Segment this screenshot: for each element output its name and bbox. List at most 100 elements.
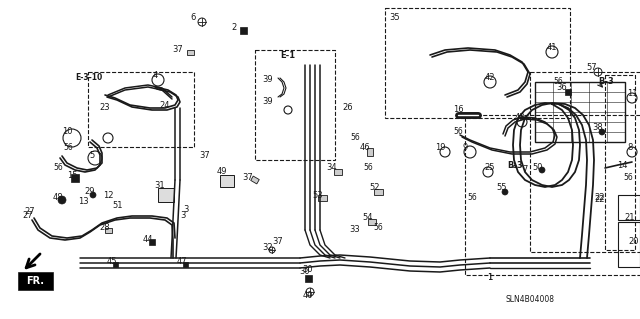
Text: 22: 22 xyxy=(595,194,605,203)
Bar xyxy=(565,89,571,95)
Text: 37: 37 xyxy=(243,174,253,182)
Text: 38: 38 xyxy=(593,123,604,132)
Text: 55: 55 xyxy=(497,183,508,192)
Text: 56: 56 xyxy=(53,164,63,173)
Text: 20: 20 xyxy=(628,238,639,247)
Text: 25: 25 xyxy=(484,164,495,173)
Bar xyxy=(158,188,174,202)
Text: 30: 30 xyxy=(300,268,310,277)
Text: 56: 56 xyxy=(373,224,383,233)
Text: 56: 56 xyxy=(453,128,463,137)
Text: 56: 56 xyxy=(63,144,73,152)
Text: 1: 1 xyxy=(488,273,493,283)
Text: 11: 11 xyxy=(627,88,637,98)
Text: 19: 19 xyxy=(435,144,445,152)
Bar xyxy=(104,227,111,233)
Text: 28: 28 xyxy=(100,224,110,233)
Text: 50: 50 xyxy=(532,164,543,173)
Text: 4: 4 xyxy=(152,70,157,79)
Bar xyxy=(186,49,193,55)
Text: 41: 41 xyxy=(547,43,557,53)
Circle shape xyxy=(599,129,605,135)
Text: 51: 51 xyxy=(113,201,124,210)
Text: 15: 15 xyxy=(67,170,77,180)
Text: 53: 53 xyxy=(313,190,323,199)
Text: 45: 45 xyxy=(107,257,117,266)
Text: 42: 42 xyxy=(484,73,495,83)
Text: 37: 37 xyxy=(200,151,211,160)
Text: 1: 1 xyxy=(488,273,493,283)
Text: 56: 56 xyxy=(363,164,373,173)
Text: 47: 47 xyxy=(177,257,188,266)
Bar xyxy=(88,72,194,147)
Text: 56: 56 xyxy=(350,133,360,143)
Text: 16: 16 xyxy=(452,106,463,115)
Text: 44: 44 xyxy=(143,235,153,244)
Text: 35: 35 xyxy=(390,13,400,23)
Text: 27: 27 xyxy=(25,207,35,217)
Bar xyxy=(251,176,259,184)
Text: 21: 21 xyxy=(625,213,636,222)
Bar xyxy=(18,272,53,290)
Bar xyxy=(535,82,625,142)
Bar xyxy=(113,262,118,266)
Text: E-1: E-1 xyxy=(280,50,296,60)
Text: 30: 30 xyxy=(303,265,314,275)
Text: 13: 13 xyxy=(77,197,88,206)
Circle shape xyxy=(502,189,508,195)
Bar xyxy=(239,26,246,33)
Text: 9: 9 xyxy=(462,144,468,152)
Text: B-3: B-3 xyxy=(507,160,523,169)
Bar xyxy=(182,262,188,266)
Bar xyxy=(149,239,155,245)
Bar xyxy=(317,195,326,201)
Bar xyxy=(374,189,383,195)
Bar xyxy=(71,174,79,182)
Text: 12: 12 xyxy=(103,190,113,199)
Text: 14: 14 xyxy=(617,160,627,169)
Text: 56: 56 xyxy=(623,174,633,182)
Text: 48: 48 xyxy=(52,194,63,203)
Bar xyxy=(220,175,234,187)
Bar xyxy=(530,72,640,252)
Text: 8: 8 xyxy=(627,144,633,152)
Text: 54: 54 xyxy=(363,213,373,222)
Text: 10: 10 xyxy=(61,128,72,137)
Bar xyxy=(368,219,376,225)
Text: 32: 32 xyxy=(262,243,273,253)
Text: 33: 33 xyxy=(349,226,360,234)
Text: 6: 6 xyxy=(190,13,196,23)
Text: 39: 39 xyxy=(262,98,273,107)
Text: 22: 22 xyxy=(595,196,605,204)
Text: 3: 3 xyxy=(183,205,189,214)
Bar xyxy=(255,50,335,160)
Circle shape xyxy=(90,192,96,198)
Text: 37: 37 xyxy=(273,238,284,247)
Text: B-3: B-3 xyxy=(598,78,614,86)
Bar xyxy=(367,148,373,156)
Text: 39: 39 xyxy=(262,76,273,85)
Text: 37: 37 xyxy=(173,46,184,55)
Text: 49: 49 xyxy=(217,167,227,176)
Bar xyxy=(465,115,640,275)
Text: 52: 52 xyxy=(370,183,380,192)
Bar xyxy=(605,75,635,250)
Text: 5: 5 xyxy=(90,151,95,160)
Text: 27: 27 xyxy=(22,211,33,219)
Bar xyxy=(334,169,342,175)
Text: 56: 56 xyxy=(553,78,563,86)
Text: 43: 43 xyxy=(515,114,525,122)
Text: 26: 26 xyxy=(342,103,353,113)
Text: 36: 36 xyxy=(557,84,568,93)
Text: 40: 40 xyxy=(303,291,313,300)
Text: 34: 34 xyxy=(326,164,337,173)
Text: 24: 24 xyxy=(160,100,170,109)
Text: 46: 46 xyxy=(360,144,371,152)
Text: 56: 56 xyxy=(467,194,477,203)
Bar xyxy=(305,275,312,281)
Text: SLN4B04008: SLN4B04008 xyxy=(506,295,554,305)
Bar xyxy=(618,195,640,220)
Bar xyxy=(385,8,570,118)
Text: 2: 2 xyxy=(232,24,237,33)
Text: FR.: FR. xyxy=(26,276,44,286)
